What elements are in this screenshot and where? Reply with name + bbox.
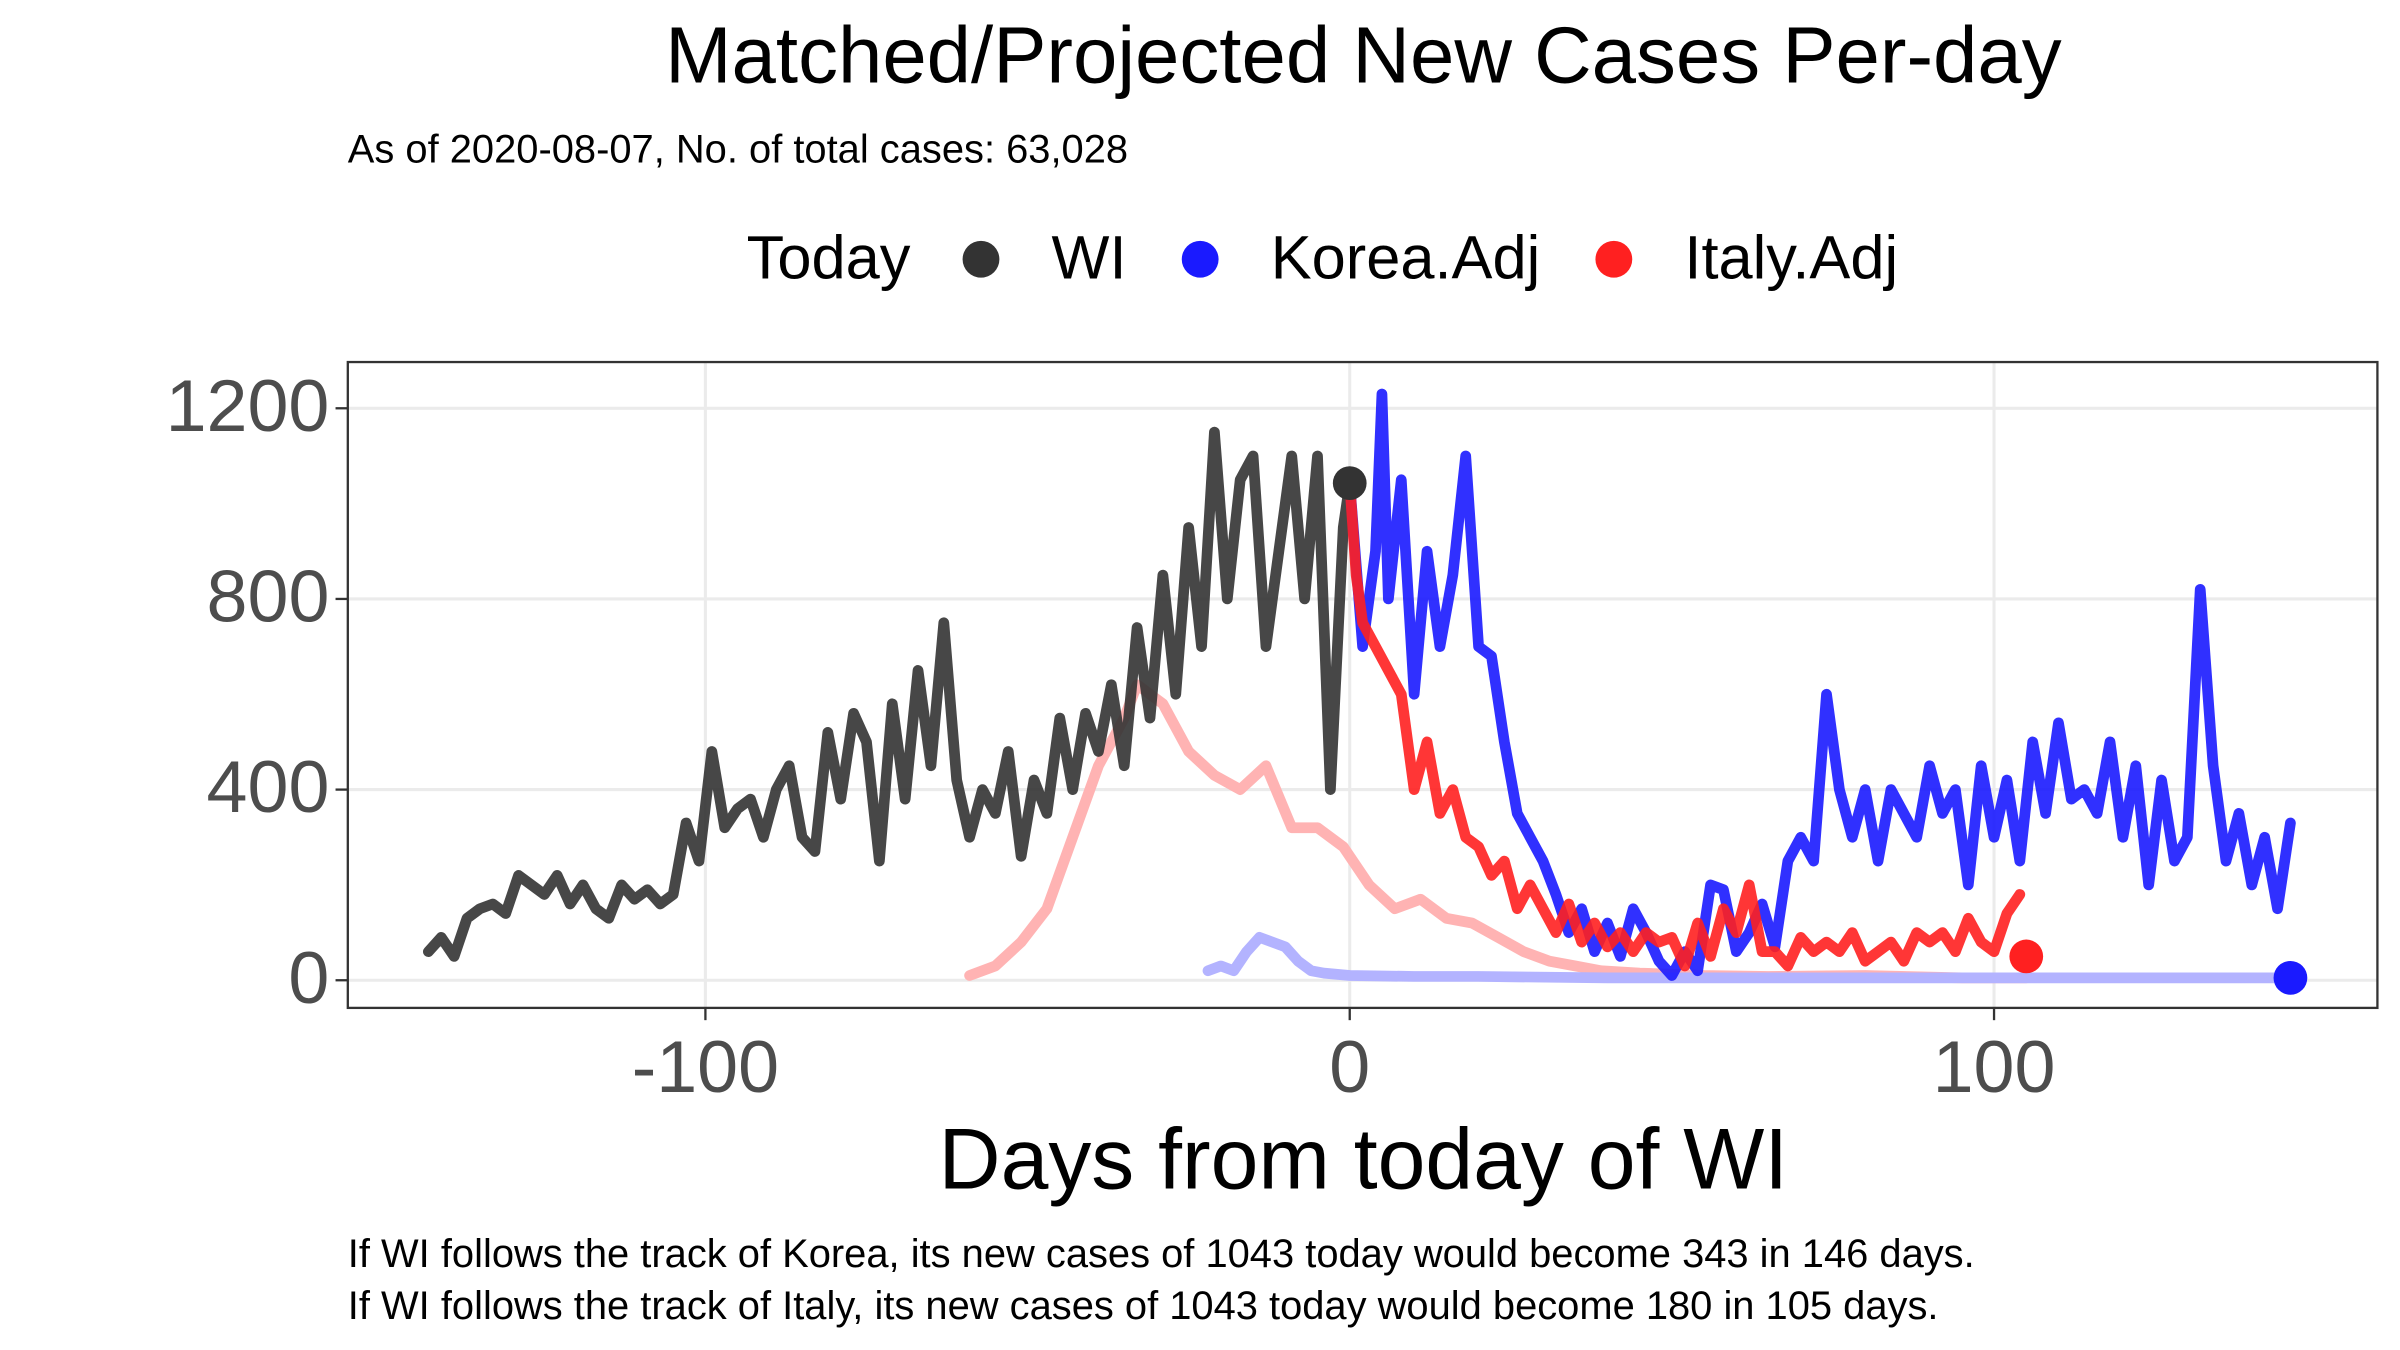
legend-label: Italy.Adj (1684, 224, 1898, 293)
note: If WI follows the track of Korea, its ne… (348, 1232, 1975, 1276)
y-tick-label: 800 (207, 554, 330, 637)
legend: Today WI Korea.Adj Italy.Adj (747, 224, 1898, 293)
series-line (1344, 388, 2296, 981)
plot-area (422, 388, 2308, 995)
y-tick-label: 400 (207, 745, 330, 828)
today-point (1332, 466, 1367, 500)
series-line (1202, 931, 2296, 984)
legend-swatch (962, 240, 1000, 278)
today-point (2009, 939, 2044, 974)
legend-label: WI (1052, 224, 1127, 293)
legend-title: Today (747, 224, 911, 293)
y-tick-label: 0 (288, 936, 329, 1019)
series-line (1344, 477, 2026, 972)
plot-background (347, 362, 2378, 1008)
x-axis-title: Days from today of WI (939, 1112, 1789, 1208)
legend-label: Korea.Adj (1271, 224, 1540, 293)
chart-title: Matched/Projected New Cases Per-day (665, 10, 2062, 99)
axes: 0 400 800 1200 -100 0 100 (166, 364, 2056, 1108)
x-tick-label: 100 (1933, 1025, 2056, 1108)
legend-swatch (1595, 240, 1633, 278)
x-tick-label: -100 (632, 1025, 779, 1108)
y-tick-label: 1200 (166, 364, 330, 447)
x-tick-label: 0 (1329, 1025, 1370, 1108)
chart-subtitle: As of 2020-08-07, No. of total cases: 63… (348, 127, 1128, 171)
note: If WI follows the track of Italy, its ne… (348, 1284, 1939, 1328)
legend-swatch (1181, 240, 1219, 278)
plot-border (346, 360, 2379, 1010)
today-point (2273, 960, 2308, 995)
series-line (422, 426, 1356, 962)
